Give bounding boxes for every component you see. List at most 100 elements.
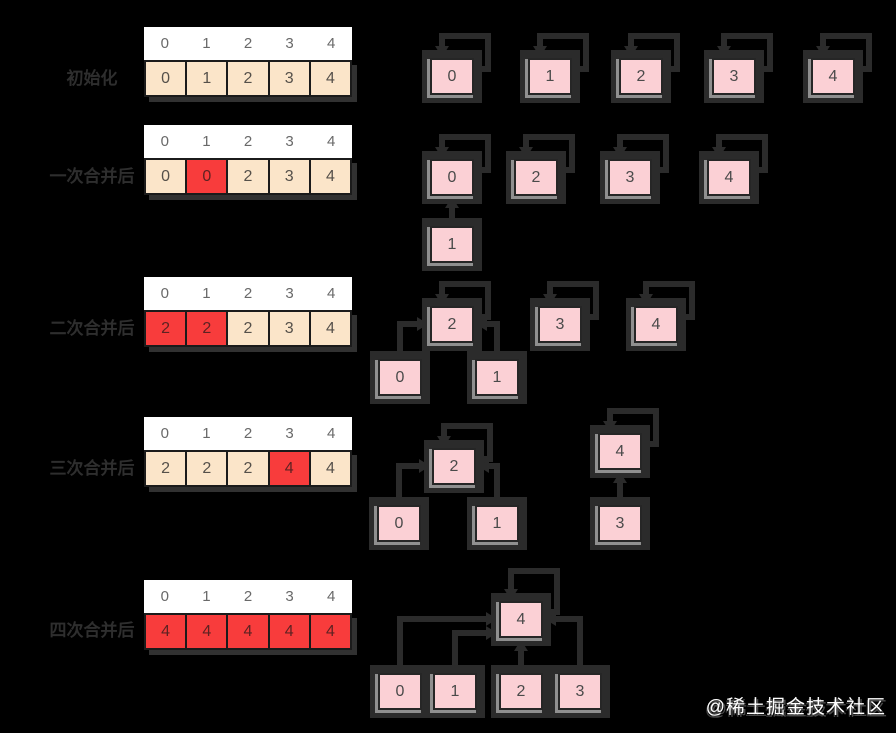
array-index: 2 (243, 425, 253, 442)
tree-node: 2 (619, 58, 663, 95)
self-loop-line (643, 281, 695, 320)
arrowhead-icon (613, 147, 627, 158)
array-index: 4 (327, 285, 336, 302)
tree-node: 4 (811, 58, 855, 95)
tree-node: 3 (558, 673, 602, 710)
array-cell: 4 (308, 60, 353, 97)
array-cell-highlighted: 2 (144, 310, 188, 347)
array-index: 0 (160, 285, 169, 302)
arrowhead-icon (519, 147, 533, 158)
arrowhead-icon (437, 436, 451, 447)
tree-node: 0 (378, 673, 422, 710)
arrowhead-icon (486, 612, 497, 626)
self-loop-line (721, 33, 773, 72)
self-loop-line (439, 281, 491, 320)
tree-node: 2 (432, 448, 476, 485)
parent-pointer-line (452, 630, 489, 675)
tree-node: 2 (514, 159, 558, 196)
self-loop-line (523, 134, 575, 173)
step-label: 初始化 (66, 69, 118, 88)
array-cell-highlighted: 4 (267, 613, 311, 650)
array-index: 4 (327, 588, 336, 605)
array-cell: 3 (267, 158, 311, 195)
self-loop-line (439, 134, 491, 173)
tree-node: 4 (499, 601, 543, 638)
self-loop-line (617, 134, 669, 173)
array-cell: 2 (144, 450, 188, 487)
self-loop-line (820, 33, 872, 72)
tree-node: 1 (475, 359, 519, 396)
array-index: 3 (285, 133, 294, 150)
tree-node: 1 (430, 226, 474, 263)
arrowhead-icon (504, 589, 518, 600)
tree-node: 0 (430, 159, 474, 196)
tree-node: 3 (608, 159, 652, 196)
tree-node: 1 (475, 505, 519, 542)
array-cell: 1 (185, 60, 229, 97)
array-index: 0 (160, 35, 169, 52)
array-index: 2 (243, 588, 253, 605)
parent-pointer-line (396, 463, 421, 507)
array-index: 4 (327, 133, 336, 150)
step-label: 三次合并后 (49, 459, 135, 478)
tree-node: 3 (538, 306, 582, 343)
arrowhead-icon (478, 459, 489, 473)
array-index: 1 (202, 425, 211, 442)
parent-pointer-line (485, 321, 500, 361)
self-loop-line (547, 281, 599, 320)
array-index: 0 (160, 425, 169, 442)
array-cell: 0 (144, 158, 188, 195)
array-index: 1 (202, 588, 211, 605)
array-cell: 2 (226, 158, 270, 195)
array-cell-highlighted: 0 (185, 158, 229, 195)
arrowhead-icon (816, 46, 830, 57)
array-cell: 2 (226, 60, 270, 97)
tree-node: 4 (707, 159, 751, 196)
array-cell-highlighted: 2 (185, 310, 229, 347)
tree-node: 4 (598, 433, 642, 470)
array-cell: 4 (308, 310, 353, 347)
tree-node: 2 (499, 673, 543, 710)
arrowhead-icon (435, 147, 449, 158)
arrowhead-icon (543, 294, 557, 305)
tree-node: 0 (378, 359, 422, 396)
tree-node: 3 (712, 58, 756, 95)
tree-node: 0 (430, 58, 474, 95)
arrowhead-icon (613, 472, 627, 483)
array-index: 4 (327, 425, 336, 442)
parent-pointer-line (397, 616, 489, 675)
arrowhead-icon (476, 317, 487, 331)
step-label: 一次合并后 (49, 167, 135, 186)
array-index: 4 (327, 35, 336, 52)
array-cell: 3 (267, 60, 311, 97)
arrowhead-icon (545, 612, 556, 626)
arrowhead-icon (419, 459, 430, 473)
array-index-row: 0 1 2 3 4 (144, 580, 352, 613)
tree-node: 1 (433, 673, 477, 710)
self-loop-line (628, 33, 680, 72)
array-index: 1 (202, 133, 211, 150)
array-index: 3 (285, 35, 294, 52)
arrowhead-icon (712, 147, 726, 158)
array-index: 3 (285, 425, 294, 442)
self-loop-line (537, 33, 589, 72)
array-cell-highlighted: 4 (144, 613, 188, 650)
juejin-watermark: @稀土掘金技术社区 (705, 697, 886, 718)
array-cell-highlighted: 4 (308, 613, 353, 650)
arrowhead-icon (533, 46, 547, 57)
arrowhead-icon (603, 421, 617, 432)
array-index-row: 0 1 2 3 4 (144, 27, 352, 60)
array-cell: 2 (226, 310, 270, 347)
arrowhead-icon (486, 626, 497, 640)
self-loop-line (441, 423, 493, 462)
array-index-row: 0 1 2 3 4 (144, 417, 352, 450)
